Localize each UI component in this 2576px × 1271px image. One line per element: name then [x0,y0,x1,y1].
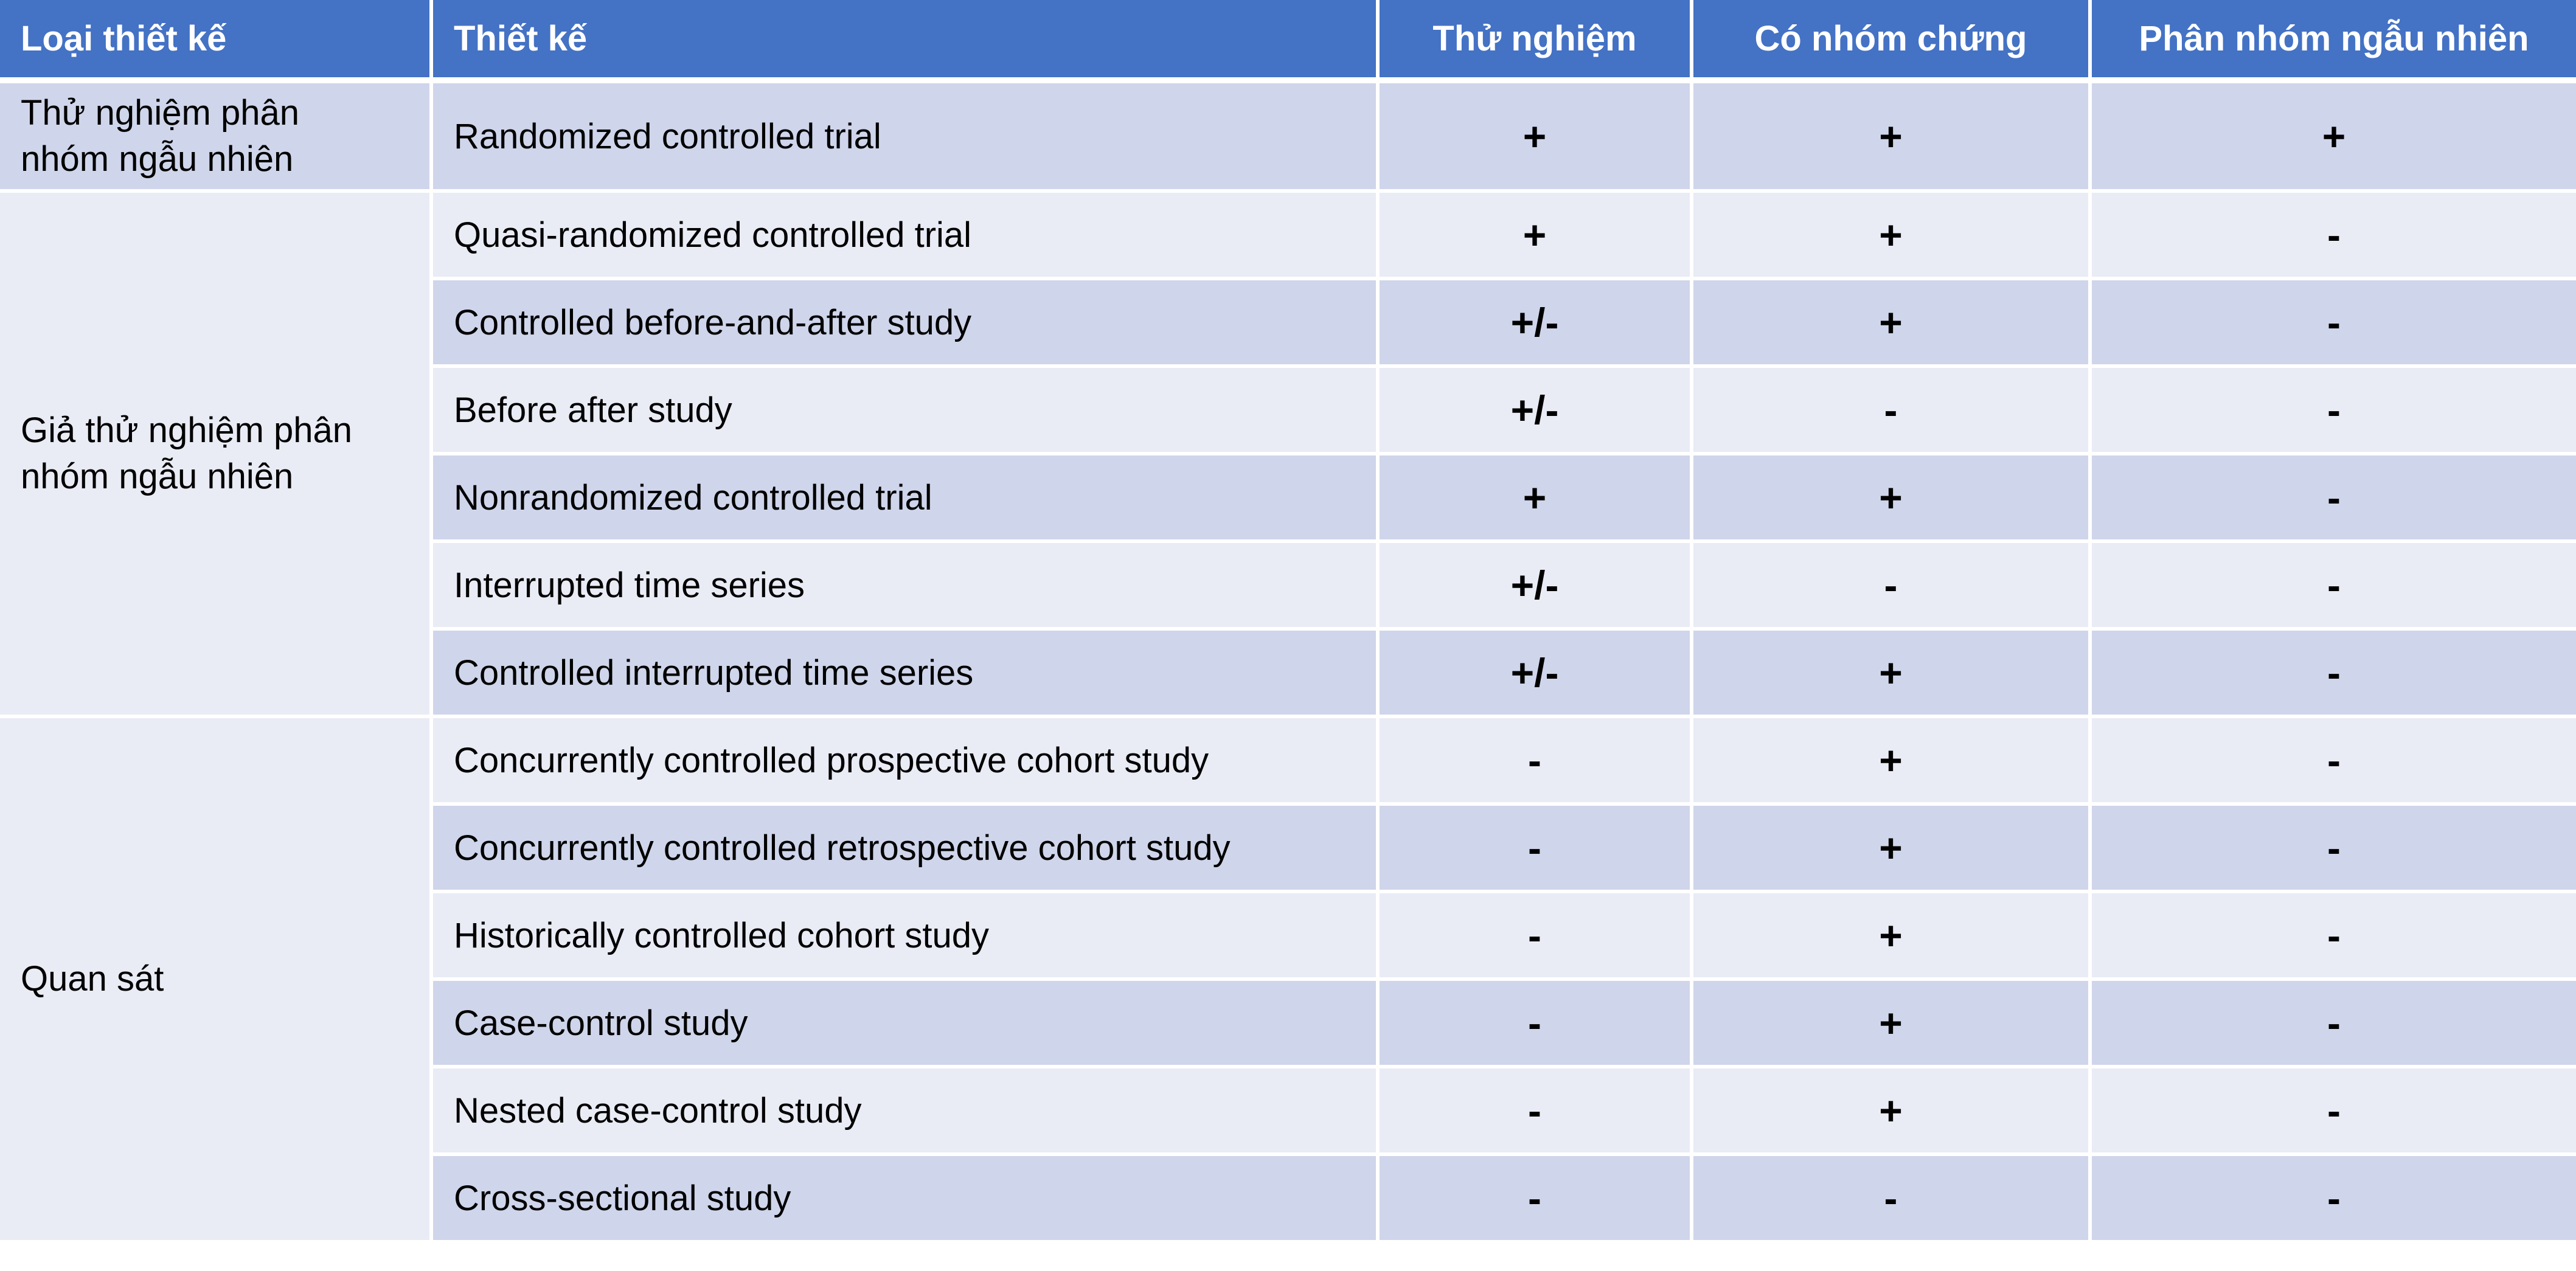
control-group-mark-cell: + [1693,193,2092,280]
randomization-mark-cell: - [2092,368,2576,455]
table-row: Controlled before-and-after study +/- + - [0,280,2576,368]
design-name-cell: Controlled before-and-after study [433,280,1380,368]
experimental-mark-cell: +/- [1380,543,1693,631]
randomization-mark-cell: + [2092,83,2576,193]
control-group-mark-cell: + [1693,631,2092,718]
design-name-cell: Controlled interrupted time series [433,631,1380,718]
randomization-mark-cell: - [2092,193,2576,280]
randomization-mark-cell: - [2092,893,2576,981]
design-name-cell: Concurrently controlled prospective coho… [433,718,1380,806]
table-row: Cross-sectional study - - - [0,1156,2576,1244]
design-name-cell: Before after study [433,368,1380,455]
experimental-mark-cell: + [1380,455,1693,543]
table-row: Historically controlled cohort study - + - [0,893,2576,981]
experimental-mark-cell: + [1380,83,1693,193]
table-row: Concurrently controlled retrospective co… [0,806,2576,893]
table-row: Giả thử nghiệm phân nhóm ngẫu nhiên Quasi-… [0,193,2576,718]
experimental-mark-cell: - [1380,806,1693,893]
table-row: Case-control study - + - [0,981,2576,1068]
experimental-mark-cell: +/- [1380,368,1693,455]
experimental-mark-cell: - [1380,981,1693,1068]
control-group-mark-cell: - [1693,368,2092,455]
experimental-mark-cell: - [1380,718,1693,806]
experimental-mark-cell: +/- [1380,631,1693,718]
table-row: Controlled interrupted time series +/- + - [0,631,2576,718]
header-randomization: Phân nhóm ngẫu nhiên [2092,0,2576,83]
randomization-mark-cell: - [2092,981,2576,1068]
control-group-mark-cell: + [1693,455,2092,543]
control-group-mark-cell: + [1693,981,2092,1068]
category-cell: Thử nghiệm phân nhóm ngẫu nhiên [0,83,433,193]
category-cell: Giả thử nghiệm phân nhóm ngẫu nhiên [0,193,433,718]
study-design-table: Loại thiết kế Thiết kế Thử nghiệm Có nhó… [0,0,2576,1244]
randomization-mark-cell: - [2092,280,2576,368]
control-group-mark-cell: + [1693,806,2092,893]
design-name-cell: Randomized controlled trial [433,83,1380,193]
category-label-line: nhóm ngẫu nhiên [21,457,294,496]
experimental-mark-cell: + [1380,193,1693,280]
header-category: Loại thiết kế [0,0,433,83]
design-name-cell: Concurrently controlled retrospective co… [433,806,1380,893]
randomization-mark-cell: - [2092,1156,2576,1244]
design-name-cell: Nested case-control study [433,1068,1380,1156]
table-row: Quan sát Concurrently controlled prospect… [0,718,2576,1244]
control-group-mark-cell: - [1693,1156,2092,1244]
header-experimental: Thử nghiệm [1380,0,1693,83]
category-label-line: Quan sát [21,959,164,999]
randomization-mark-cell: - [2092,455,2576,543]
control-group-mark-cell: + [1693,718,2092,806]
table-row: Thử nghiệm phân nhóm ngẫu nhiên Randomized… [0,83,2576,193]
experimental-mark-cell: - [1380,893,1693,981]
control-group-mark-cell: + [1693,280,2092,368]
table-body: Thử nghiệm phân nhóm ngẫu nhiên Randomized… [0,83,2576,1244]
table-row: Before after study +/- - - [0,368,2576,455]
experimental-mark-cell: +/- [1380,280,1693,368]
control-group-mark-cell: + [1693,1068,2092,1156]
control-group-mark-cell: - [1693,543,2092,631]
header-row: Loại thiết kế Thiết kế Thử nghiệm Có nhó… [0,0,2576,83]
design-name-cell: Case-control study [433,981,1380,1068]
experimental-mark-cell: - [1380,1068,1693,1156]
experimental-mark-cell: - [1380,1156,1693,1244]
randomization-mark-cell: - [2092,543,2576,631]
design-name-cell: Historically controlled cohort study [433,893,1380,981]
randomization-mark-cell: - [2092,631,2576,718]
randomization-mark-cell: - [2092,1068,2576,1156]
design-name-cell: Nonrandomized controlled trial [433,455,1380,543]
control-group-mark-cell: + [1693,893,2092,981]
header-design: Thiết kế [433,0,1380,83]
header-control-group: Có nhóm chứng [1693,0,2092,83]
control-group-mark-cell: + [1693,83,2092,193]
table-header: Loại thiết kế Thiết kế Thử nghiệm Có nhó… [0,0,2576,83]
design-name-cell: Interrupted time series [433,543,1380,631]
randomization-mark-cell: - [2092,718,2576,806]
category-label-line: nhóm ngẫu nhiên [21,139,294,179]
table-row: Nonrandomized controlled trial + + - [0,455,2576,543]
table-row: Interrupted time series +/- - - [0,543,2576,631]
design-name-cell: Quasi-randomized controlled trial [433,193,1380,280]
randomization-mark-cell: - [2092,806,2576,893]
design-name-cell: Cross-sectional study [433,1156,1380,1244]
category-label-line: Thử nghiệm phân [21,93,299,133]
category-cell: Quan sát [0,718,433,1244]
table-row: Nested case-control study - + - [0,1068,2576,1156]
category-label-line: Giả thử nghiệm phân [21,410,353,450]
